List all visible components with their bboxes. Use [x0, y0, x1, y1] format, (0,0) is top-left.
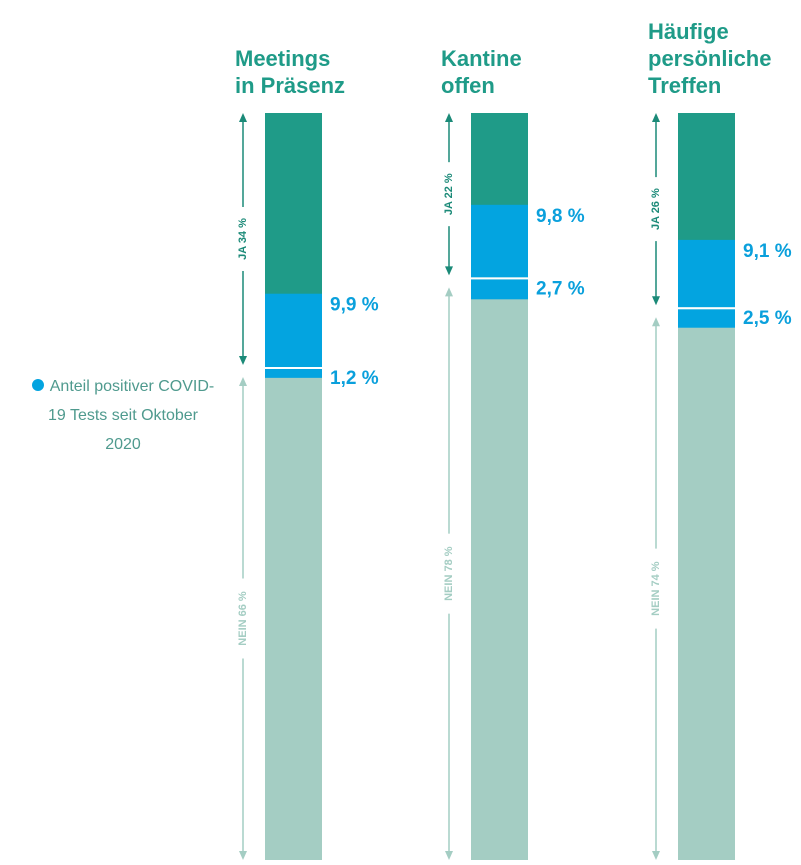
category-title: Meetings in Präsenz — [235, 46, 346, 98]
positive-ja-label: 9,1 % — [743, 241, 792, 262]
arrow-nein-head — [445, 851, 453, 860]
arrow-nein-head — [239, 851, 247, 860]
arrow-ja-head — [445, 266, 453, 276]
arrow-ja-head — [445, 113, 453, 122]
arrow-ja-head — [239, 355, 247, 365]
positive-ja-label: 9,9 % — [330, 295, 379, 316]
positive-nein — [471, 279, 528, 300]
positive-nein-label: 1,2 % — [330, 368, 379, 389]
positive-nein — [678, 309, 735, 328]
positive-ja — [471, 204, 528, 278]
positive-nein — [265, 368, 322, 378]
arrow-gap — [442, 162, 456, 227]
category-title: Kantine offen — [441, 46, 522, 98]
arrow-ja-head — [239, 113, 247, 122]
positive-ja — [265, 293, 322, 367]
positive-nein-label: 2,7 % — [536, 278, 585, 299]
arrow-gap — [442, 533, 456, 614]
positive-ja-label: 9,8 % — [536, 206, 585, 227]
legend-dot — [31, 379, 44, 391]
category-title: Häufige persönliche Treffen — [648, 19, 772, 98]
arrow-gap — [236, 578, 250, 659]
arrow-gap — [236, 206, 250, 271]
arrow-nein-head — [652, 851, 660, 860]
bar-nein — [678, 307, 735, 861]
arrow-nein-head — [652, 317, 660, 327]
positive-ja — [678, 239, 735, 308]
arrow-nein-head — [445, 287, 453, 297]
arrow-nein-head — [239, 376, 247, 386]
nein-label: NEIN 78 % — [443, 546, 455, 601]
nein-label: NEIN 66 % — [237, 591, 249, 646]
legend: Anteil positiver COVID-19 Tests seit Okt… — [28, 372, 218, 459]
arrow-ja-head — [652, 113, 660, 122]
bar-nein — [265, 366, 322, 860]
arrow-gap — [649, 548, 663, 629]
ja-label: JA 26 % — [650, 188, 662, 230]
legend-label: Anteil positiver COVID-19 Tests seit Okt… — [48, 378, 215, 453]
nein-label: NEIN 74 % — [650, 561, 662, 616]
bar-nein — [471, 277, 528, 861]
positive-nein-label: 2,5 % — [743, 308, 792, 329]
arrow-gap — [649, 177, 663, 242]
ja-label: JA 22 % — [443, 173, 455, 215]
ja-label: JA 34 % — [237, 218, 249, 260]
arrow-ja-head — [652, 296, 660, 306]
